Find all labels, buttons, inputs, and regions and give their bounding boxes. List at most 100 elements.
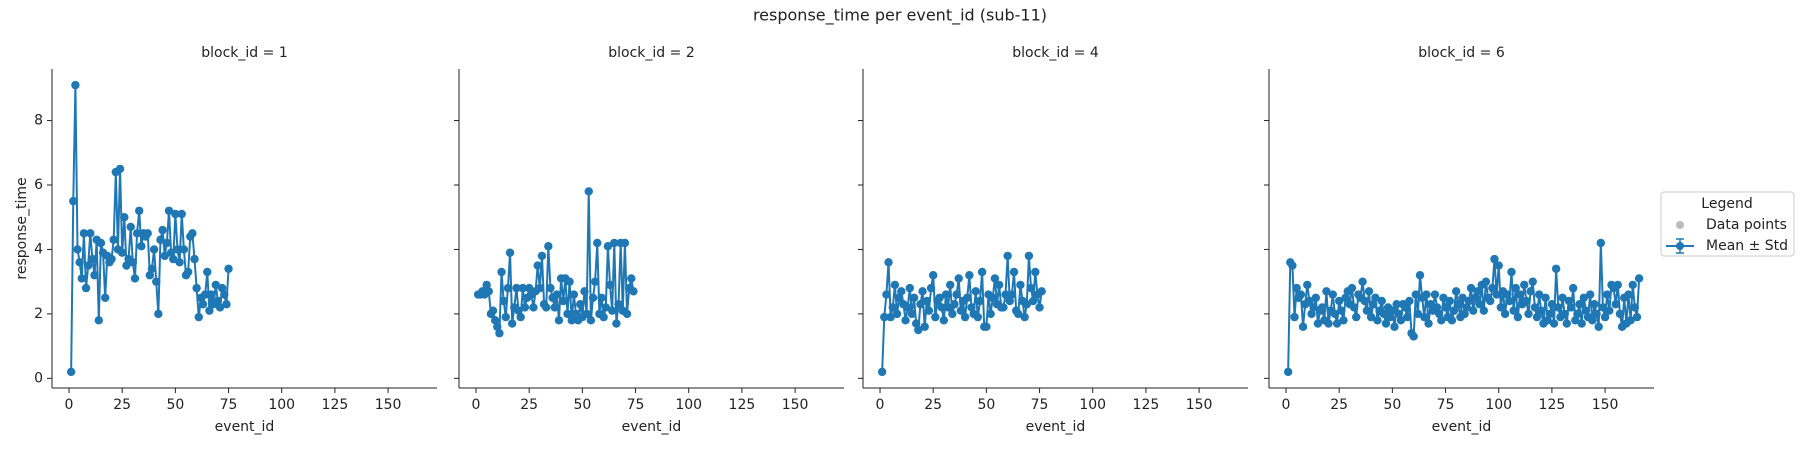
data-point <box>1615 309 1625 319</box>
data-point <box>1373 316 1382 325</box>
data-point <box>1347 283 1357 293</box>
data-point <box>1394 309 1403 319</box>
legend: Legend <box>1660 191 1795 257</box>
data-point <box>1522 296 1531 306</box>
x-tick-label: 50 <box>977 397 995 413</box>
data-point <box>586 316 596 325</box>
data-point <box>1298 322 1308 331</box>
data-point <box>1339 316 1348 325</box>
data-point <box>1309 303 1318 312</box>
data-point <box>601 303 610 312</box>
x-tick-label: 100 <box>1485 397 1512 413</box>
data-point <box>482 280 491 290</box>
data-point <box>607 306 617 315</box>
x-tick-label: 50 <box>573 397 591 413</box>
data-point <box>914 325 923 335</box>
data-point <box>1290 312 1299 322</box>
data-point <box>610 238 619 248</box>
panel-title: block_id = 1 <box>201 45 287 61</box>
x-tick-label: 75 <box>1437 397 1455 413</box>
data-point <box>1379 309 1389 319</box>
data-point <box>122 261 131 270</box>
data-point <box>505 248 515 257</box>
data-point <box>1437 316 1446 325</box>
data-point <box>588 293 598 302</box>
data-point <box>950 300 959 309</box>
data-point <box>612 319 621 328</box>
data-line <box>70 85 230 372</box>
data-point <box>880 312 889 322</box>
data-point <box>1390 322 1399 331</box>
data-point <box>495 329 504 338</box>
data-point <box>71 80 80 90</box>
data-point <box>162 238 172 248</box>
legend-label: Mean ± Std <box>1706 238 1788 254</box>
data-point <box>1403 312 1412 322</box>
data-point <box>935 293 944 302</box>
data-point <box>1420 312 1429 322</box>
x-tick-label: 125 <box>729 397 756 413</box>
data-point <box>1434 309 1444 319</box>
panel-title: block_id = 4 <box>1012 45 1099 61</box>
data-point <box>1311 293 1320 302</box>
data-point <box>535 283 545 293</box>
data-point <box>132 229 142 238</box>
data-point <box>135 206 144 215</box>
data-point <box>109 235 118 244</box>
data-point <box>1605 306 1614 315</box>
data-point <box>1305 296 1314 306</box>
data-point <box>1566 303 1576 312</box>
data-point <box>948 309 957 319</box>
data-point <box>897 287 906 296</box>
data-point <box>971 287 980 296</box>
x-tick-label: 25 <box>520 397 538 413</box>
data-point <box>569 290 579 299</box>
data-point <box>967 303 976 312</box>
data-point <box>882 290 891 299</box>
data-point <box>79 229 89 238</box>
data-point <box>160 251 169 261</box>
data-point <box>1543 316 1552 325</box>
data-point <box>1424 319 1433 328</box>
x-tick-label: 25 <box>924 397 942 413</box>
data-point <box>1400 303 1410 312</box>
data-point <box>1317 303 1327 312</box>
data-point <box>158 225 167 235</box>
data-point <box>580 287 589 296</box>
data-point <box>546 283 555 293</box>
data-point <box>488 306 498 315</box>
y-tick-label: 4 <box>34 241 43 257</box>
x-tick-label: 150 <box>782 397 809 413</box>
data-point <box>1571 316 1580 325</box>
data-point <box>514 306 523 315</box>
data-point <box>931 312 940 322</box>
data-point <box>175 258 184 267</box>
data-point <box>1554 303 1563 312</box>
data-point <box>143 229 152 238</box>
data-point <box>169 254 178 264</box>
data-point <box>86 229 95 238</box>
data-point <box>1598 303 1608 312</box>
data-point <box>582 309 591 319</box>
y-tick-label: 8 <box>34 113 43 129</box>
data-point <box>894 293 904 302</box>
data-point <box>81 283 91 293</box>
data-point <box>614 300 623 309</box>
data-point <box>605 280 615 290</box>
panel: block_id = 4 0 25 50 75 100 125 150 event_id <box>858 45 1248 435</box>
data-point <box>147 264 157 273</box>
data-point <box>1303 280 1312 290</box>
data-point <box>922 296 932 306</box>
data-point <box>1031 267 1040 277</box>
data-point <box>1386 312 1395 322</box>
data-point <box>126 222 135 232</box>
data-point <box>179 245 189 254</box>
y-tick-label: 2 <box>34 306 43 322</box>
data-point <box>905 283 914 293</box>
data-point <box>1551 264 1561 273</box>
data-point <box>973 312 983 322</box>
data-point <box>1590 300 1599 309</box>
data-point <box>188 229 197 238</box>
data-point <box>1520 280 1529 290</box>
data-point <box>1613 280 1623 290</box>
